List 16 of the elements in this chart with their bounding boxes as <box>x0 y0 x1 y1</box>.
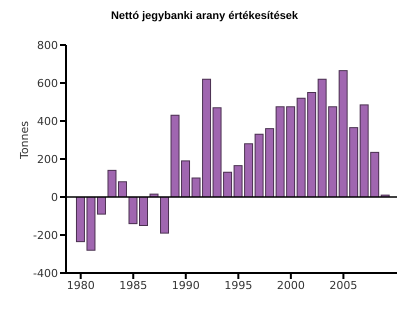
y-tick-label: 600 <box>37 76 58 90</box>
bar <box>160 196 170 234</box>
x-tick-label: 1990 <box>172 278 200 292</box>
x-tick-label: 2005 <box>329 278 358 292</box>
y-tick-label: 200 <box>37 152 58 166</box>
y-tick-label: 400 <box>37 114 58 128</box>
chart-title: Nettó jegybanki arany értékesítések <box>110 10 300 22</box>
x-tick-label: 1980 <box>66 278 95 292</box>
y-axis-title: Tonnes <box>18 120 31 160</box>
x-tick-label: 2000 <box>276 278 305 292</box>
y-tick-label: -200 <box>33 228 58 242</box>
y-tick-label: -400 <box>33 266 58 280</box>
x-tick-label: 1995 <box>224 278 252 292</box>
y-tick-label: 0 <box>51 190 58 204</box>
x-tick-label: 1985 <box>119 278 148 292</box>
y-tick-label: 800 <box>37 38 58 52</box>
